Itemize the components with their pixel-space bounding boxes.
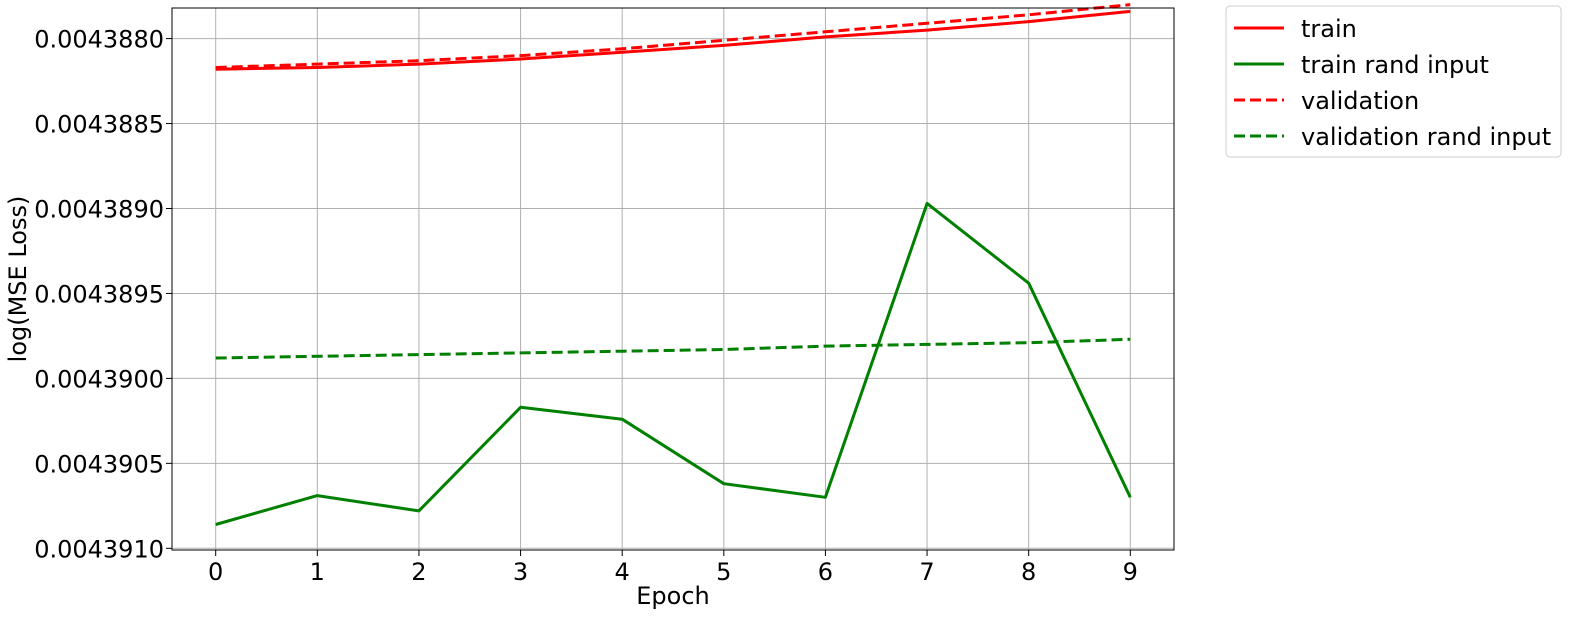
x-tick-label: 1 <box>310 558 325 586</box>
x-tick-label: 8 <box>1021 558 1036 586</box>
y-tick-label: 0.0043895 <box>34 280 164 308</box>
x-tick-label: 0 <box>208 558 223 586</box>
series-line-4 <box>215 337 1131 360</box>
legend-label: train <box>1301 15 1357 43</box>
x-axis-ticks: 0 1 2 3 4 5 6 7 8 9 <box>208 550 1138 586</box>
x-tick-label: 3 <box>513 558 528 586</box>
legend-label: validation <box>1301 87 1419 115</box>
plot-frame <box>171 7 1175 551</box>
x-axis-label: Epoch <box>636 582 710 610</box>
legend-label: train rand input <box>1301 51 1489 79</box>
legend-box <box>1225 5 1562 158</box>
x-tick-label: 5 <box>716 558 731 586</box>
y-tick-label: 0.0043910 <box>34 535 164 563</box>
x-tick-label: 6 <box>818 558 833 586</box>
legend-label: validation rand input <box>1301 123 1551 151</box>
y-tick-label: 0.0043900 <box>34 365 164 393</box>
y-tick-label: 0.0043880 <box>34 26 164 54</box>
y-tick-label: 0.0043885 <box>34 111 164 139</box>
x-tick-label: 9 <box>1123 558 1138 586</box>
y-axis-ticks: 0.0043880 0.0043885 0.0043890 0.0043895 0.00… <box>34 26 172 563</box>
series-line-2 <box>215 201 1132 526</box>
grid <box>172 8 1174 550</box>
series-line-1 <box>215 9 1131 71</box>
x-tick-label: 4 <box>615 558 630 586</box>
x-tick-label: 7 <box>919 558 934 586</box>
y-tick-label: 0.0043905 <box>34 450 164 478</box>
y-tick-label: 0.0043890 <box>34 195 164 223</box>
series-line-3 <box>215 3 1131 69</box>
y-axis-label: log(MSE Loss) <box>4 196 32 363</box>
x-tick-label: 2 <box>411 558 426 586</box>
legend: train train rand input validation validatio… <box>1225 5 1562 158</box>
series-lines <box>215 3 1132 526</box>
